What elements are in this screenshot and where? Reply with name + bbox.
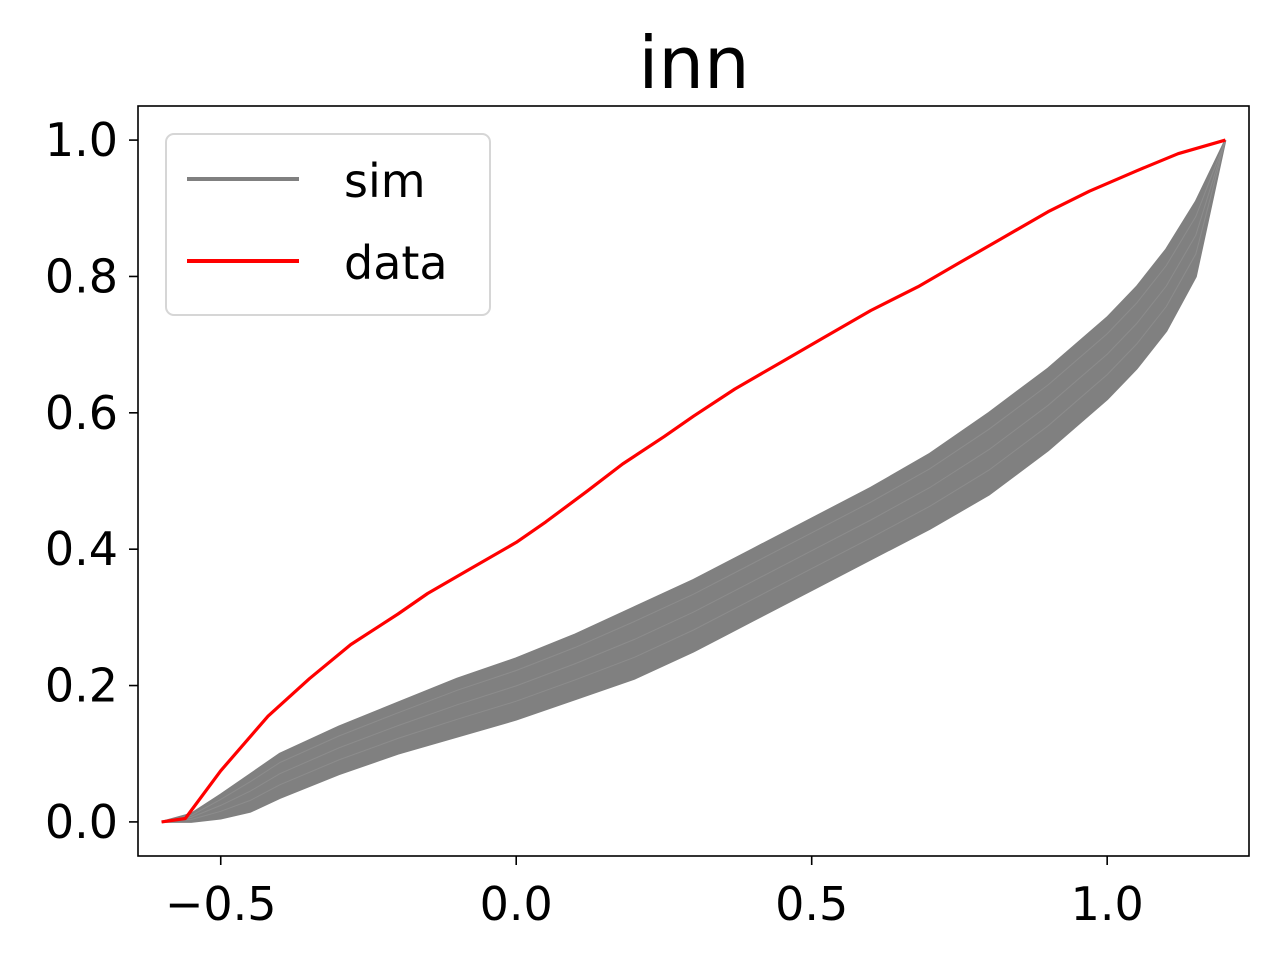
series-data-line bbox=[161, 138, 1226, 824]
series-sim-streak-2 bbox=[161, 139, 1226, 823]
y-tick-label: 0.0 bbox=[45, 795, 118, 849]
y-tick-label: 0.4 bbox=[45, 522, 118, 576]
legend: sim data bbox=[165, 133, 491, 316]
series-layer bbox=[161, 138, 1227, 824]
x-tick-label: 1.0 bbox=[1071, 877, 1144, 931]
y-tick-label: 0.6 bbox=[45, 386, 118, 440]
chart-title: inn bbox=[638, 21, 749, 105]
plot-area bbox=[137, 105, 1250, 857]
legend-label-data: data bbox=[344, 236, 448, 290]
y-tick-label: 1.0 bbox=[45, 113, 118, 167]
y-tick-label: 0.2 bbox=[45, 659, 118, 713]
series-sim-streak-0 bbox=[161, 139, 1226, 823]
y-axis: 0.0 0.2 0.4 0.6 0.8 1.0 bbox=[45, 113, 138, 849]
legend-label-sim: sim bbox=[344, 154, 426, 208]
plot-frame bbox=[137, 105, 1250, 857]
x-tick-label: 0.5 bbox=[775, 877, 848, 931]
x-tick-label: −0.5 bbox=[165, 877, 277, 931]
series-sim-streak-1 bbox=[161, 139, 1226, 823]
x-tick-label: 0.0 bbox=[480, 877, 553, 931]
y-tick-label: 0.8 bbox=[45, 249, 118, 303]
x-axis: −0.5 0.0 0.5 1.0 bbox=[165, 856, 1144, 931]
